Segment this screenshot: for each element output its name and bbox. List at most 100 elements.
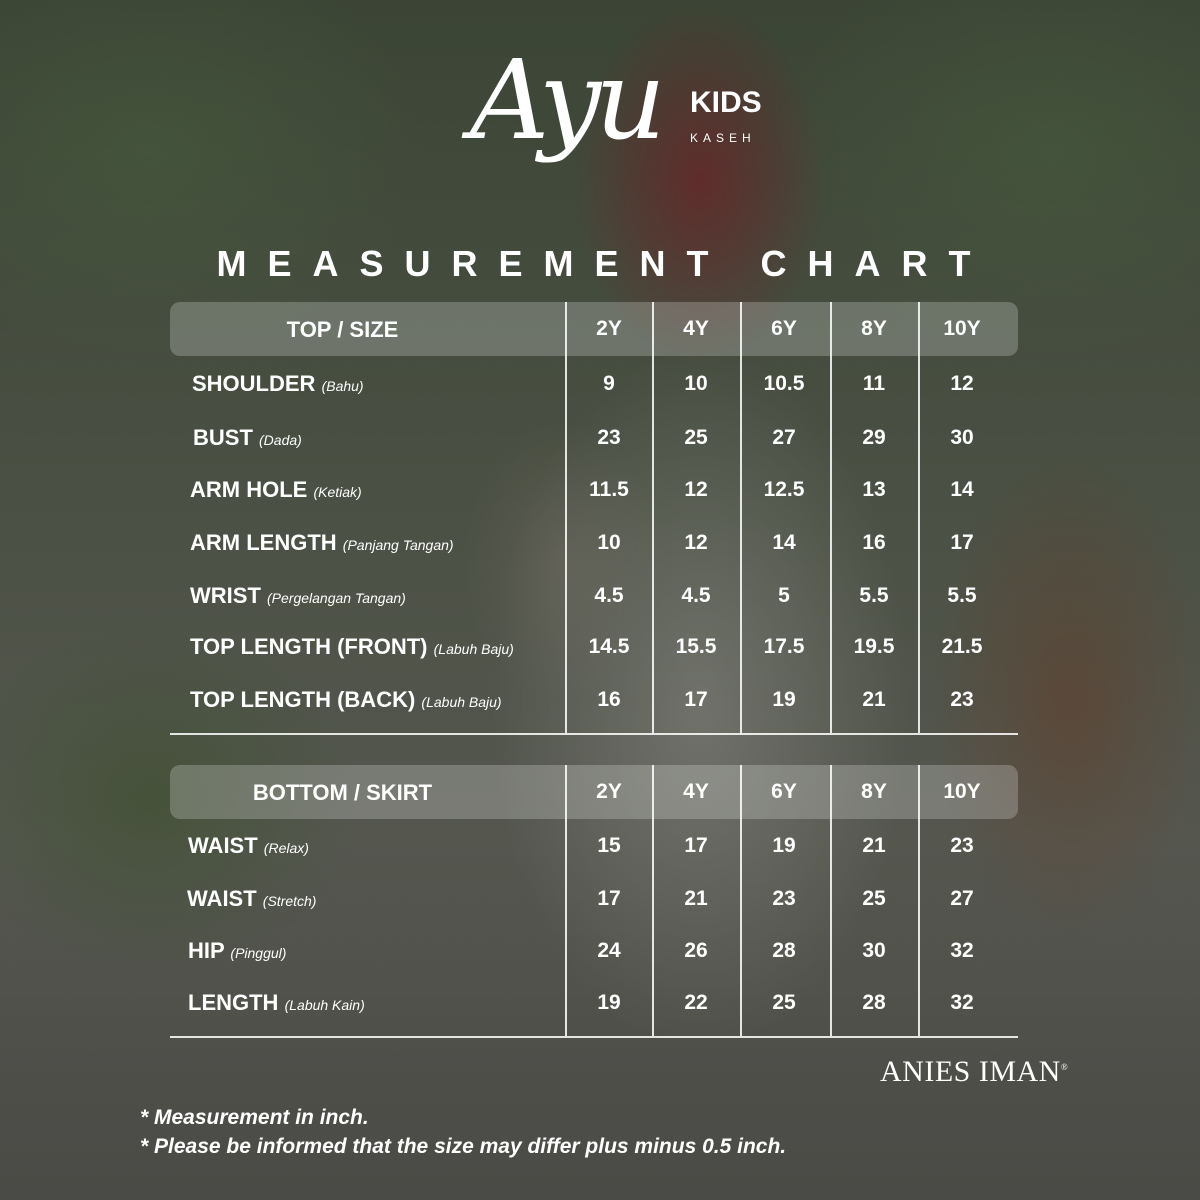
row-label: BUST (Dada): [193, 425, 302, 451]
table-cell: 28: [772, 939, 796, 962]
size-header-6y: 6Y: [771, 317, 797, 340]
table-cell: 4.5: [681, 584, 711, 607]
table-cell: 10: [684, 372, 708, 395]
row-label: ARM LENGTH (Panjang Tangan): [190, 530, 454, 556]
table-cell: 10.5: [763, 372, 805, 395]
table-cell: 12: [950, 372, 974, 395]
size-header-10y: 10Y: [943, 317, 981, 340]
measure-name: ARM LENGTH: [190, 530, 337, 555]
table-cell: 30: [862, 939, 886, 962]
column-divider: [652, 765, 654, 1036]
table-cell: 17: [597, 887, 621, 910]
table-cell: 25: [862, 887, 886, 910]
note-tolerance: * Please be informed that the size may d…: [140, 1135, 787, 1158]
measure-name: BUST: [193, 425, 253, 450]
registered-mark: ®: [1060, 1062, 1069, 1072]
measure-translation: (Dada): [259, 432, 302, 448]
table-cell: 19: [772, 834, 796, 857]
size-header-8y: 8Y: [861, 317, 887, 340]
table-cell: 21.5: [941, 635, 983, 658]
table-cell: 25: [772, 991, 796, 1014]
table-cell: 17: [684, 688, 708, 711]
row-label: WAIST (Relax): [188, 833, 309, 859]
table-cell: 5.5: [947, 584, 977, 607]
logo: Ayu: [470, 36, 666, 164]
table-cell: 12: [684, 531, 708, 554]
table-cell: 10: [597, 531, 621, 554]
row-label: WAIST (Stretch): [187, 886, 316, 912]
column-divider: [830, 302, 832, 733]
table-cell: 14: [950, 478, 974, 501]
row-label: HIP (Pinggul): [188, 938, 286, 964]
table-cell: 19: [772, 688, 796, 711]
row-label: LENGTH (Labuh Kain): [188, 990, 365, 1016]
table-cell: 11: [862, 372, 886, 395]
table-cell: 13: [862, 478, 886, 501]
column-divider: [740, 302, 742, 733]
table-cell: 17: [684, 834, 708, 857]
header-bar: [170, 302, 1018, 356]
table-cell: 5: [778, 584, 790, 607]
measure-translation: (Pergelangan Tangan): [267, 590, 406, 606]
logo-kaseh: KASEH: [690, 131, 756, 145]
column-divider: [830, 765, 832, 1036]
table-cell: 32: [950, 991, 974, 1014]
size-header-2y: 2Y: [596, 317, 622, 340]
measure-name: TOP LENGTH (FRONT): [190, 634, 428, 659]
size-header-2y: 2Y: [596, 780, 622, 803]
column-divider: [740, 765, 742, 1036]
size-header-4y: 4Y: [683, 780, 709, 803]
table-cell: 27: [950, 887, 974, 910]
measure-translation: (Stretch): [262, 893, 317, 909]
measure-translation: (Labuh Baju): [421, 694, 502, 710]
row-label: SHOULDER (Bahu): [192, 371, 364, 397]
column-divider: [652, 302, 654, 733]
table-cell: 23: [950, 688, 974, 711]
table-cell: 24: [597, 939, 621, 962]
column-divider: [918, 302, 920, 733]
table-cell: 21: [684, 887, 708, 910]
table-cell: 16: [862, 531, 886, 554]
table-cell: 21: [862, 688, 886, 711]
table-cell: 26: [684, 939, 708, 962]
table-cell: 11.5: [589, 478, 629, 501]
size-header-10y: 10Y: [943, 780, 981, 803]
page-title: MEASUREMENT CHART: [216, 243, 992, 284]
table-cell: 28: [862, 991, 886, 1014]
measure-translation: (Relax): [263, 840, 309, 856]
table-cell: 29: [862, 426, 886, 449]
row-label: WRIST (Pergelangan Tangan): [190, 583, 406, 609]
top-header: TOP / SIZE: [286, 317, 399, 342]
measure-translation: (Ketiak): [313, 484, 362, 500]
measure-translation: (Panjang Tangan): [342, 537, 454, 553]
table-cell: 32: [950, 939, 974, 962]
measure-translation: (Pinggul): [230, 945, 287, 961]
table-cell: 12: [684, 478, 708, 501]
table-cell: 16: [597, 688, 621, 711]
row-label: TOP LENGTH (BACK) (Labuh Baju): [190, 687, 502, 713]
logo-kids: KIDS: [690, 86, 762, 119]
row-label: ARM HOLE (Ketiak): [190, 477, 362, 503]
measure-translation: (Labuh Kain): [284, 997, 365, 1013]
measure-name: WAIST: [188, 833, 258, 858]
size-header-8y: 8Y: [861, 780, 887, 803]
section-divider: [170, 733, 1018, 735]
note-unit: * Measurement in inch.: [140, 1106, 369, 1129]
measure-name: SHOULDER: [192, 371, 316, 396]
measure-name: TOP LENGTH (BACK): [190, 687, 416, 712]
table-cell: 23: [772, 887, 796, 910]
size-header-6y: 6Y: [771, 780, 797, 803]
row-label: TOP LENGTH (FRONT) (Labuh Baju): [190, 634, 514, 660]
table-cell: 12.5: [763, 478, 805, 501]
measure-name: HIP: [188, 938, 225, 963]
measure-name: ARM HOLE: [190, 477, 308, 502]
table-cell: 17: [950, 531, 974, 554]
table-cell: 23: [597, 426, 621, 449]
measure-name: LENGTH: [188, 990, 279, 1015]
table-cell: 14.5: [588, 635, 630, 658]
brand-logo: ANIES IMAN®: [880, 1055, 1068, 1089]
column-divider: [565, 302, 567, 733]
table-cell: 21: [862, 834, 886, 857]
table-cell: 4.5: [594, 584, 624, 607]
column-divider: [565, 765, 567, 1036]
